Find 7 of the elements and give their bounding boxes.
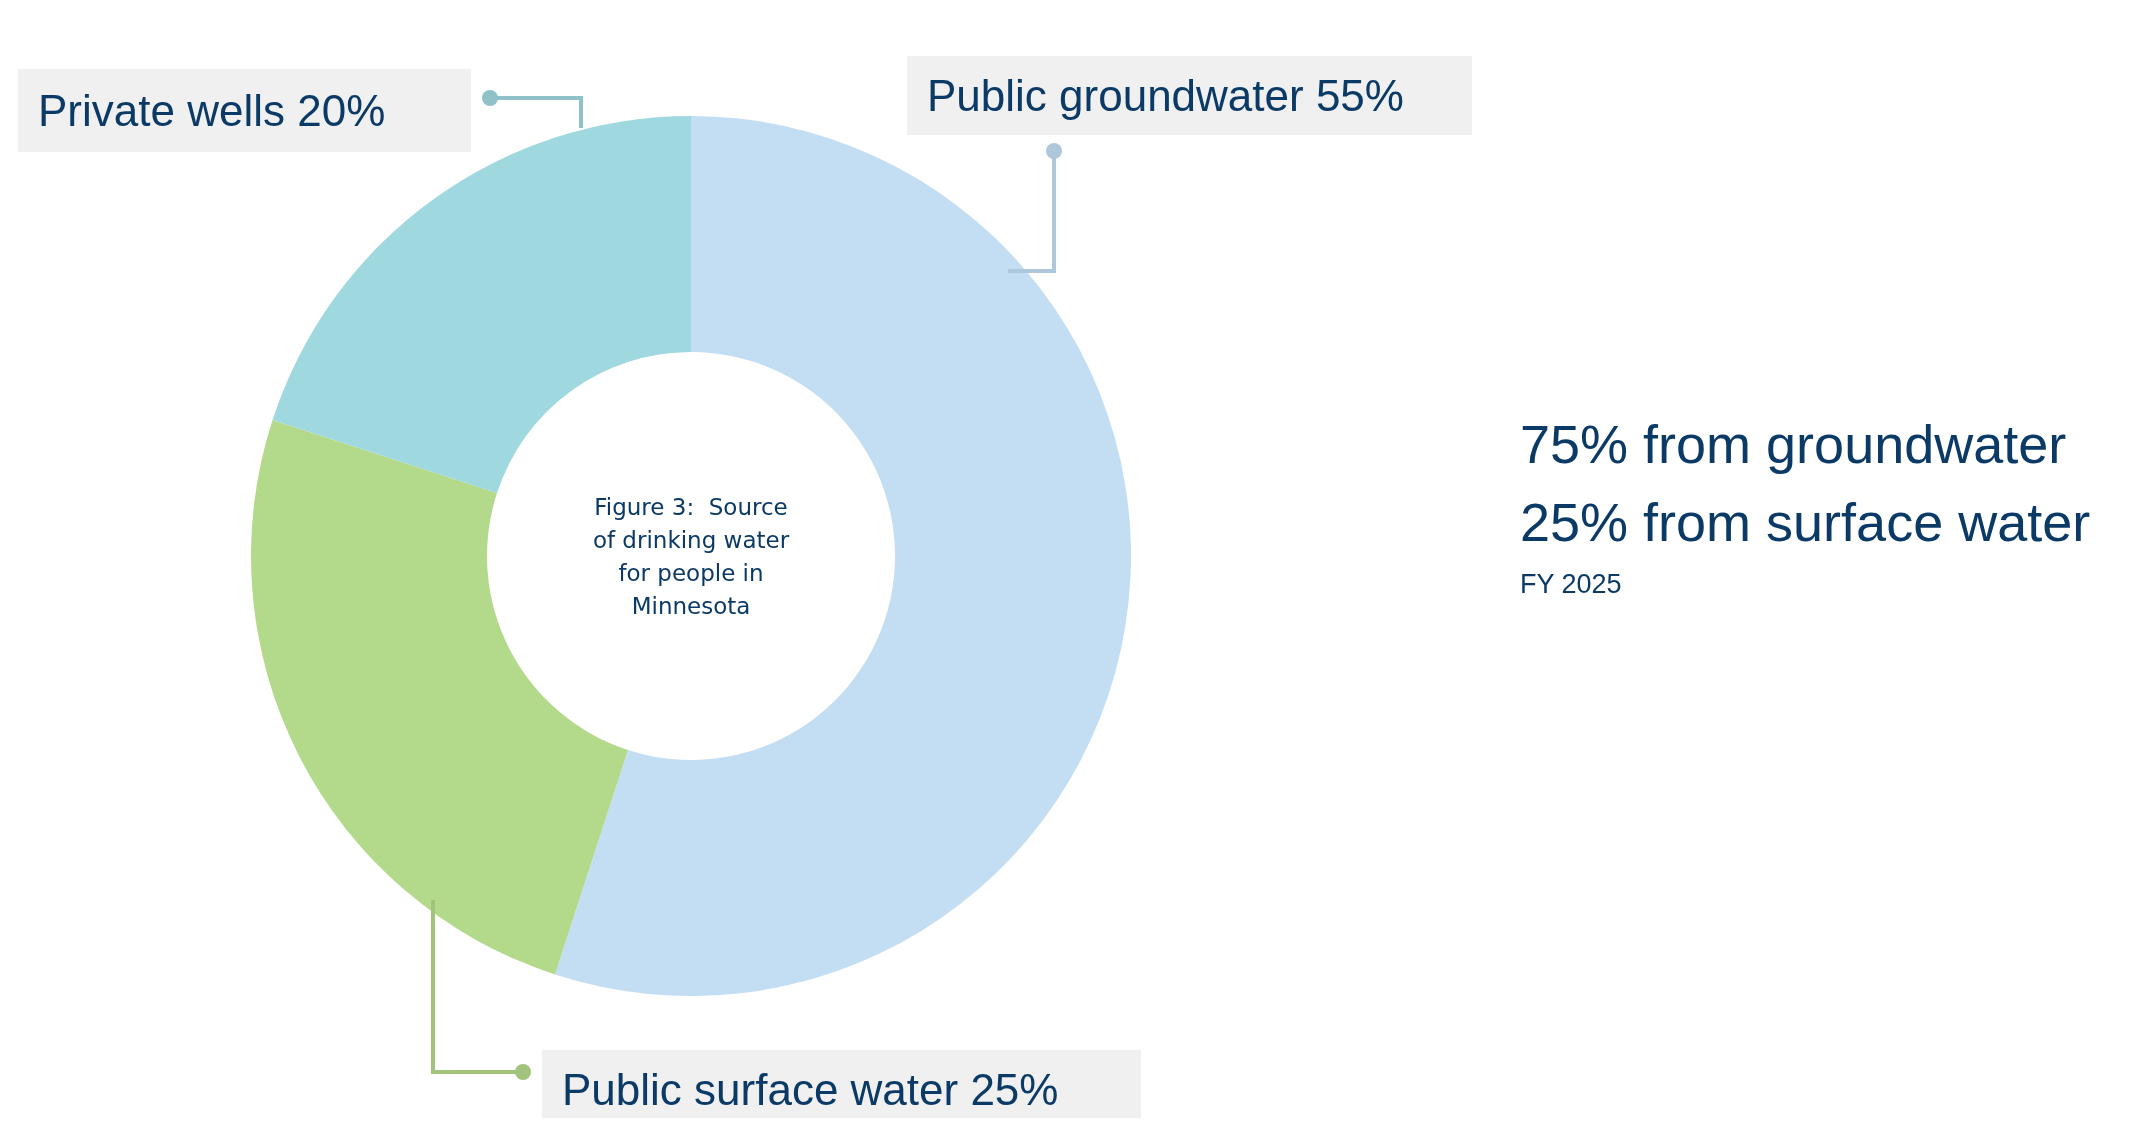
- text: 25% from surface water: [1520, 492, 2091, 552]
- text: FY 2025: [1520, 569, 1622, 599]
- slice-label: Public surface water 25%: [562, 1064, 1059, 1114]
- text: 75% from groundwater: [1520, 414, 2067, 474]
- slice-label: Public groundwater 55%: [927, 70, 1404, 120]
- slice-label: Private wells 20%: [38, 85, 386, 135]
- text: Figure 3: Source of drinking water for people in Minnesota: [592, 493, 790, 619]
